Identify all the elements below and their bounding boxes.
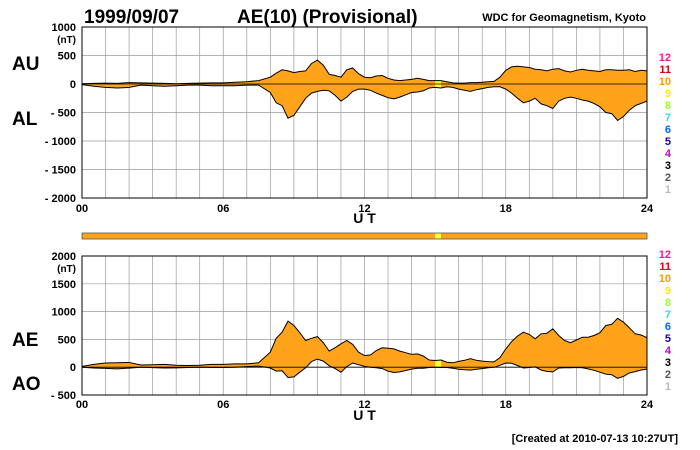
y-tick-label: 500 — [58, 51, 76, 63]
y-tick-label: 1000 — [52, 22, 76, 34]
y-tick-label: - 1000 — [45, 136, 76, 148]
created-timestamp: [Created at 2010-07-13 10:27UT] — [512, 433, 679, 445]
x-tick-label: 24 — [641, 399, 654, 411]
y-tick-label: 500 — [58, 334, 76, 346]
plot-date: 1999/09/07 — [84, 7, 179, 28]
x-tick-label: 12 — [358, 399, 370, 411]
series-line-au — [81, 59, 648, 85]
x-tick-label: 06 — [217, 203, 229, 215]
station-count-label: 6 — [665, 321, 671, 333]
station-count-label: 11 — [659, 64, 671, 76]
x-tick-label: 06 — [217, 399, 229, 411]
upper-series-label: AE — [12, 330, 38, 351]
y-tick-label: 0 — [70, 79, 76, 91]
series-line-al — [81, 84, 648, 122]
y-tick-label: 1500 — [52, 279, 76, 291]
station-count-label: 10 — [659, 76, 671, 88]
x-tick-label: 18 — [500, 399, 512, 411]
grid — [82, 27, 647, 198]
plot-frame — [81, 26, 648, 199]
plot-frame — [81, 255, 648, 396]
y-tick-label: 1000 — [52, 307, 76, 319]
y-tick-label: - 2000 — [45, 193, 76, 205]
station-count-label: 1 — [665, 381, 671, 393]
x-axis-label: U T — [353, 210, 376, 226]
station-count-label: 12 — [659, 52, 671, 64]
data-coverage-bar — [81, 232, 648, 240]
ae-ao-panel: 2000 1500 1000 500 0 - 500 (nT) 00 06 12 18 24 U T AE… — [12, 251, 654, 423]
upper-series-label: AU — [12, 54, 39, 75]
station-count-label: 8 — [665, 100, 671, 112]
station-count-label: 6 — [665, 124, 671, 136]
station-count-label: 4 — [665, 345, 672, 357]
station-count-label: 11 — [659, 261, 671, 273]
station-count-label: 3 — [665, 160, 671, 172]
lower-series-label: AO — [12, 374, 41, 395]
x-tick-label: 24 — [641, 203, 654, 215]
station-count-label: 2 — [665, 172, 671, 184]
index-envelope-fill — [82, 60, 647, 121]
x-tick-label: 18 — [500, 203, 512, 215]
station-count-label: 1 — [665, 184, 671, 196]
coverage-bar-highlight — [435, 233, 442, 239]
index-highlight-fill — [435, 360, 441, 368]
station-count-label: 7 — [665, 309, 671, 321]
x-tick-label: 00 — [76, 399, 88, 411]
x-tick-label: 12 — [358, 203, 370, 215]
y-tick-label: 0 — [70, 362, 76, 374]
lower-series-label: AL — [12, 109, 38, 130]
station-count-label: 5 — [665, 136, 671, 148]
y-tick-label: - 1500 — [45, 165, 76, 177]
station-count-label: 9 — [665, 88, 671, 100]
series-line-ae — [81, 317, 648, 367]
y-unit-label: (nT) — [57, 264, 76, 275]
station-count-label: 9 — [665, 285, 671, 297]
station-count-label: 8 — [665, 297, 671, 309]
au-al-panel: 1000 500 0 - 500 - 1000 - 1500 - 2000 (nT) 00 06 1… — [12, 22, 654, 226]
x-axis-label: U T — [353, 407, 376, 423]
station-count-label: 3 — [665, 357, 671, 369]
x-tick-label: 00 — [76, 203, 88, 215]
plot-title: AE(10) (Provisional) — [237, 7, 418, 28]
station-count-label: 12 — [659, 249, 671, 261]
y-unit-label: (nT) — [57, 35, 76, 46]
coverage-bar-fill — [81, 232, 648, 240]
y-tick-label: - 500 — [51, 108, 76, 120]
station-count-label: 10 — [659, 273, 671, 285]
y-tick-label: - 500 — [51, 390, 76, 402]
station-count-label: 4 — [665, 148, 672, 160]
data-source-label: WDC for Geomagnetism, Kyoto — [482, 12, 646, 24]
station-count-label: 7 — [665, 112, 671, 124]
station-count-label: 5 — [665, 333, 671, 345]
y-tick-label: 2000 — [52, 251, 76, 263]
station-count-label: 2 — [665, 369, 671, 381]
